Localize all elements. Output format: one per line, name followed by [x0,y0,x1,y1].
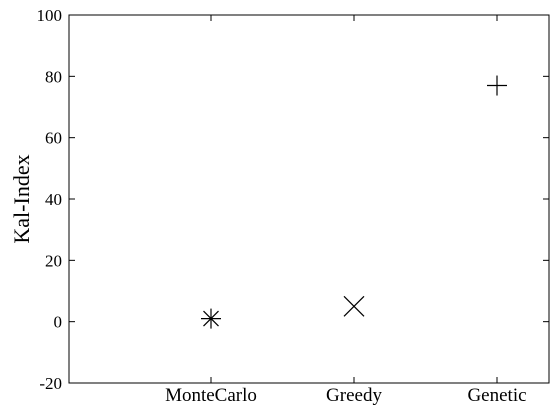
y-tick-label: 20 [45,251,62,270]
plot-frame [68,14,550,384]
data-point-montecarlo [201,308,221,329]
y-tick-label: -20 [39,374,62,393]
y-tick-label: 0 [54,313,63,332]
y-tick-label: 100 [37,6,63,25]
x-axis-ticks: MonteCarlo Greedy Genetic [165,15,527,406]
x-tick-label: MonteCarlo [165,385,257,406]
x-tick-label: Greedy [326,385,382,406]
data-point-greedy [343,295,365,317]
y-axis-label: Kal-Index [9,154,34,243]
y-axis-ticks: -20 0 20 40 60 80 100 [37,6,549,393]
x-tick-label: Genetic [467,385,526,406]
y-tick-label: 40 [45,190,62,209]
y-tick-label: 80 [45,67,62,86]
y-tick-label: 60 [45,129,62,148]
data-point-genetic [487,75,507,96]
data-markers [201,75,507,329]
